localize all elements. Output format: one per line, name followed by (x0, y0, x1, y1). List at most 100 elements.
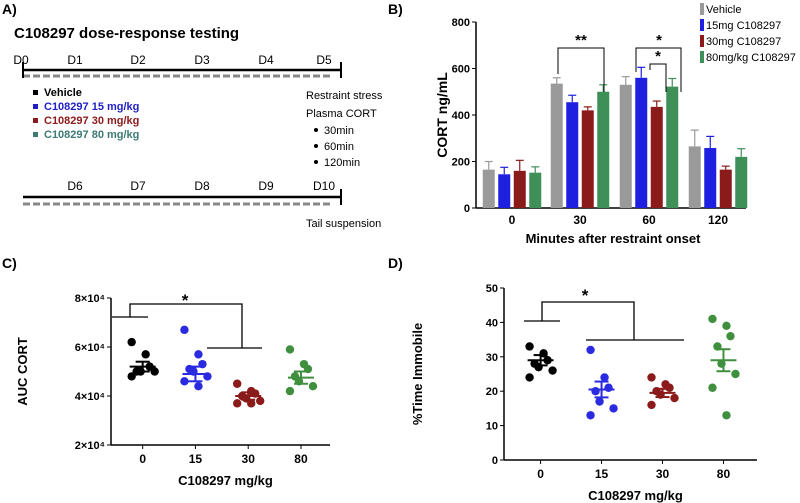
data-point (604, 383, 613, 392)
data-point (233, 379, 242, 388)
data-point (726, 331, 735, 341)
day-label: D5 (316, 53, 332, 67)
y-tick-label: 20 (486, 386, 498, 398)
legend-swatch (700, 35, 704, 47)
bar (498, 174, 511, 208)
x-tick-label: 80 (294, 452, 308, 466)
timeline-row2-days: D6 D7 D8 D9 D10 (67, 179, 335, 193)
panel-a-label: A) (2, 1, 17, 17)
data-point (708, 383, 717, 392)
y-tick-label: 10 (486, 421, 498, 433)
panel-c: C) 2×10⁴ 4×10⁴ 6×10⁴ 8×10⁴ AUC CORT 0 15 30 80 C10… (2, 255, 330, 488)
y-tick-label: 600 (452, 64, 470, 76)
day-label: D7 (130, 179, 146, 193)
bar (597, 91, 610, 208)
significance-label: * (655, 48, 661, 65)
bar (566, 102, 579, 208)
treatment-legend: Vehicle C108297 15 mg/kg C108297 30 mg/kg C… (33, 87, 139, 141)
significance-bracket (557, 47, 605, 92)
day-label: D6 (67, 179, 83, 193)
data-point (127, 372, 136, 381)
data-point (722, 411, 731, 420)
panel-label: C) (2, 255, 17, 271)
legend-swatch (700, 3, 704, 15)
data-point (600, 373, 609, 382)
y-axis-label: CORT ng/mL (434, 72, 450, 158)
bar (482, 169, 495, 208)
panel-label: B) (388, 1, 403, 17)
significance-label: ** (575, 32, 587, 49)
data-point (595, 397, 604, 406)
x-tick-label: 30 (573, 213, 587, 227)
legend-marker (33, 118, 38, 123)
bar (688, 146, 701, 208)
y-tick-label: 0 (492, 455, 498, 467)
day-label: D1 (67, 53, 83, 67)
legend-swatch (700, 19, 704, 31)
legend-label: C108297 80 mg/kg (44, 129, 139, 141)
y-tick-label: 200 (452, 157, 470, 169)
legend-label: 30mg C108297 (706, 36, 781, 48)
data-point (194, 382, 203, 391)
data-point (247, 399, 256, 408)
stress-title-1: Restraint stress (306, 90, 383, 102)
data-point (548, 366, 557, 375)
legend-label: C108297 15 mg/kg (44, 101, 139, 113)
y-tick-label: 400 (452, 110, 470, 122)
timepoint: 30min (324, 125, 354, 137)
data-point (708, 314, 717, 324)
x-tick-label: 0 (139, 452, 146, 466)
data-point (233, 399, 242, 408)
data-point (285, 386, 295, 396)
y-tick-label: 30 (486, 352, 498, 364)
y-tick-label: 4×10⁴ (75, 391, 105, 403)
data-point (525, 342, 534, 351)
x-axis-label: Minutes after restraint onset (526, 231, 701, 246)
day-label: D8 (194, 179, 210, 193)
panel-d: D) 0 10 20 30 40 50 %Time Immobile 0 15 30 80 C10829… (388, 255, 757, 503)
data-point (665, 383, 674, 392)
legend-marker (33, 132, 38, 137)
data-point (285, 345, 295, 354)
bar (513, 170, 526, 208)
data-point (150, 367, 159, 376)
significance-bracket (112, 303, 262, 349)
data-point (722, 321, 731, 331)
significance-bracket (649, 63, 667, 92)
data-point (141, 350, 150, 359)
y-tick-label: 0 (464, 203, 470, 215)
significance-label: * (582, 286, 589, 305)
bullet (314, 144, 318, 148)
data-point (647, 400, 656, 410)
x-tick-label: 60 (642, 213, 656, 227)
significance-bracket (524, 301, 684, 341)
bar (704, 148, 717, 208)
tail-suspension-label: Tail suspension (306, 218, 381, 230)
data-point (308, 382, 318, 391)
x-tick-label: 0 (537, 467, 544, 481)
y-tick-label: 50 (486, 283, 498, 295)
panel-label: D) (388, 255, 403, 271)
legend-label: 80mg/kg C108297 (706, 52, 796, 64)
y-axis-label: AUC CORT (15, 337, 30, 406)
legend-label: Vehicle (44, 87, 82, 99)
stress-title-2: Plasma CORT (306, 108, 377, 120)
timepoint: 120min (324, 157, 360, 169)
data-point (670, 393, 679, 403)
legend-label: C108297 30 mg/kg (44, 115, 139, 127)
timepoint: 60min (324, 141, 354, 153)
data-point (591, 387, 600, 396)
bullet (314, 128, 318, 132)
legend-label: Vehicle (706, 4, 741, 16)
significance-bracket (635, 47, 682, 92)
x-tick-label: 80 (717, 467, 731, 481)
panel-a: A) C108297 dose-response testing D0 D1 D2 D… (2, 1, 383, 230)
day-label: D9 (258, 179, 274, 193)
legend-marker (33, 90, 38, 95)
data-point (194, 350, 203, 359)
panel-b: B) 0 200 400 600 800 CORT ng/mL 0 30 60 120 Minutes… (388, 1, 796, 246)
data-point (127, 337, 136, 347)
bar (550, 83, 563, 208)
legend-marker (33, 104, 38, 109)
day-label: D2 (130, 53, 146, 67)
